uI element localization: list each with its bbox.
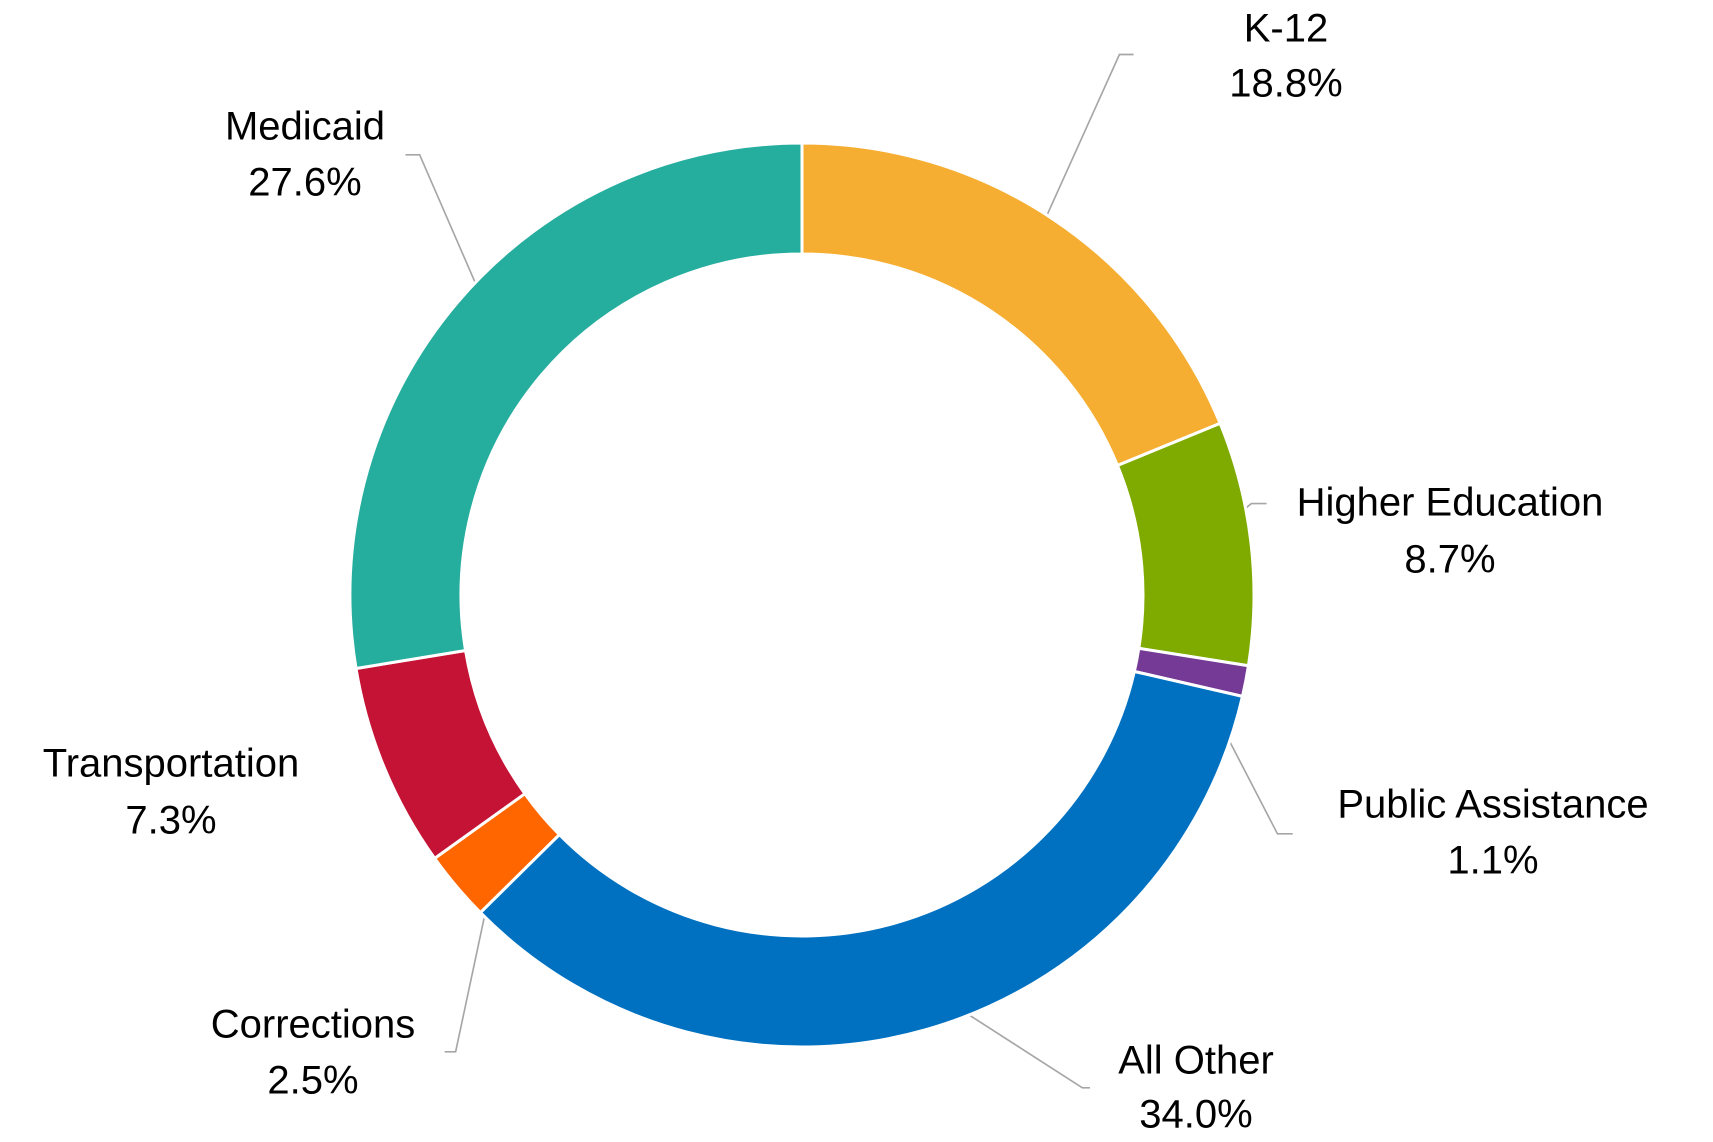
category-label: K-12 — [1244, 7, 1329, 51]
category-label: Public Assistance — [1337, 783, 1648, 827]
value-label: 34.0% — [1139, 1093, 1252, 1137]
category-label: Medicaid — [225, 105, 385, 149]
donut-segment — [1115, 421, 1256, 668]
category-label: Corrections — [211, 1003, 416, 1047]
leader-line — [1023, 53, 1134, 266]
category-label: All Other — [1118, 1039, 1274, 1083]
value-label: 18.8% — [1229, 62, 1342, 106]
category-label: Higher Education — [1297, 481, 1604, 525]
value-label: 7.3% — [125, 799, 216, 843]
leader-line — [444, 852, 499, 1053]
leader-line — [405, 153, 500, 339]
donut-segment — [348, 141, 804, 671]
value-label: 8.7% — [1404, 538, 1495, 582]
value-label: 2.5% — [267, 1059, 358, 1103]
donut-segment — [478, 669, 1245, 1049]
donut-segment — [800, 141, 1223, 468]
value-label: 27.6% — [248, 161, 361, 205]
value-label: 1.1% — [1447, 839, 1538, 883]
category-label: Transportation — [43, 742, 299, 786]
